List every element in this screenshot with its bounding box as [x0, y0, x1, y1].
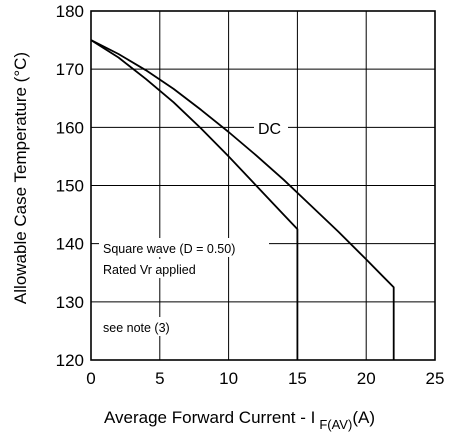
annotation-see-note: see note (3) [103, 321, 170, 335]
y-tick-label-2: 140 [56, 235, 84, 254]
x-tick-label-0: 0 [86, 369, 95, 388]
y-tick-label-4: 160 [56, 118, 84, 137]
series-lines [90, 39, 395, 360]
y-tick-label-0: 120 [56, 351, 84, 370]
x-tick-label-2: 10 [219, 369, 238, 388]
series-line-square-wave [90, 39, 299, 360]
x-axis-title: Average Forward Current - I F(AV)(A) [104, 408, 375, 432]
x-axis-title-main: Average Forward Current - I [104, 408, 315, 427]
series-line-dc [90, 39, 395, 360]
dc-label-bg [254, 118, 288, 138]
x-axis-title-subscript: F(AV) [319, 417, 352, 432]
x-tick-label-4: 20 [357, 369, 376, 388]
annotation-see-note-bg [99, 317, 187, 336]
plot-frame [90, 10, 436, 361]
annotation-rated-vr: Rated Vr applied [103, 263, 196, 277]
y-tick-label-5: 170 [56, 60, 84, 79]
x-tick-label-1: 5 [155, 369, 164, 388]
x-axis-title-unit: (A) [352, 408, 375, 427]
y-axis-title: Allowable Case Temperature (°C) [11, 52, 30, 304]
series-label-dc: DC [258, 121, 281, 138]
grid-lines [90, 10, 436, 361]
annotation-square-wave-bg [99, 238, 269, 257]
annotation-rated-vr-bg [99, 259, 223, 278]
y-tick-label-1: 130 [56, 293, 84, 312]
y-tick-label-6: 180 [56, 2, 84, 21]
tick-labels: 0 5 10 15 20 25 120 130 140 150 160 170 180 [56, 2, 445, 388]
annotation-square-wave: Square wave (D = 0.50) [103, 242, 235, 256]
x-tick-label-3: 15 [288, 369, 307, 388]
y-tick-label-3: 150 [56, 177, 84, 196]
x-tick-label-5: 25 [426, 369, 445, 388]
